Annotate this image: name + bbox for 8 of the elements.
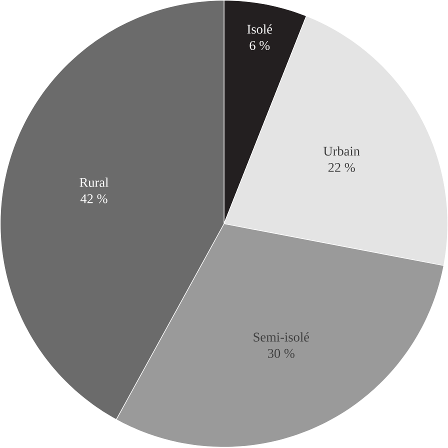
- data-label: 22 %: [328, 163, 355, 172]
- slice-label: Semi-isolé: [254, 332, 310, 342]
- slice-label: Urbain: [324, 146, 360, 156]
- data-label: 30 %: [268, 349, 294, 358]
- data-label: 42 %: [80, 194, 108, 204]
- slice-label: Rural: [80, 178, 108, 188]
- slice-label: Isolé: [247, 24, 272, 34]
- data-label: 6 %: [250, 41, 270, 50]
